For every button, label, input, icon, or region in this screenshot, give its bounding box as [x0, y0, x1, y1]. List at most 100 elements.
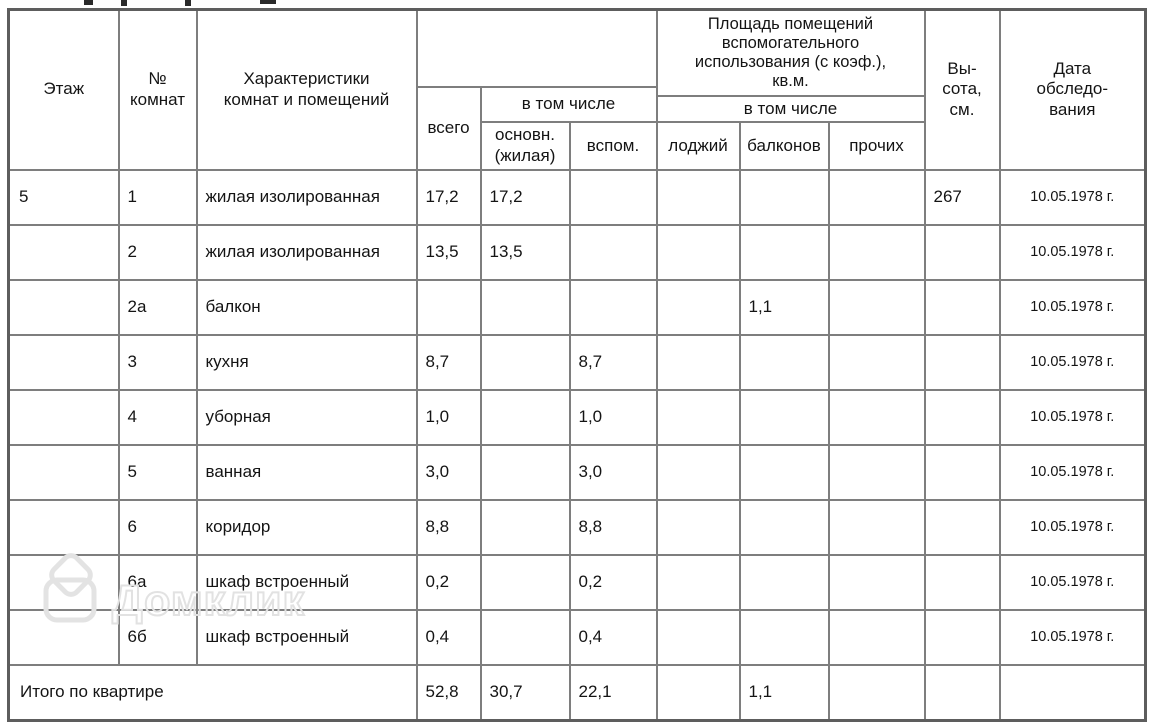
cell-room-no: 5 — [117, 443, 198, 501]
cell-area-main — [479, 388, 571, 446]
table-row: 3 кухня 8,7 8,7 10.05.1978 г. — [7, 333, 1147, 391]
cell-other — [827, 553, 926, 611]
cell-area-total: 3,0 — [415, 443, 482, 501]
cell-area-total: 8,8 — [415, 498, 482, 556]
cell-balcony — [738, 168, 830, 226]
cell-floor — [7, 278, 120, 336]
cell-loggia — [655, 498, 741, 556]
cell-height — [923, 223, 1001, 281]
apartment-rooms-table: Этаж № комнат Характеристики комнат и по… — [7, 8, 1148, 722]
cell-loggia — [655, 553, 741, 611]
col-header-other: прочих — [827, 121, 926, 171]
total-row: Итого по квартире 52,8 30,7 22,1 1,1 — [7, 663, 1147, 722]
cell-area-aux: 0,4 — [568, 608, 658, 666]
cell-other — [827, 168, 926, 226]
table-row: 6б шкаф встроенный 0,4 0,4 10.05.1978 г. — [7, 608, 1147, 666]
cell-area-main — [479, 278, 571, 336]
cell-other — [827, 388, 926, 446]
cell-name: жилая изолированная — [195, 223, 418, 281]
cell-height — [923, 553, 1001, 611]
cell-area-aux: 8,8 — [568, 498, 658, 556]
cell-area-total: 52,8 — [415, 663, 482, 722]
col-header-auxiliary: вспом. — [568, 121, 658, 171]
col-header-including-right: в том числе — [655, 94, 926, 124]
cell-date — [998, 663, 1147, 722]
cell-name: ванная — [195, 443, 418, 501]
col-header-room-no: № комнат — [117, 8, 198, 171]
cell-floor — [7, 388, 120, 446]
cell-height — [923, 498, 1001, 556]
col-header-total: всего — [415, 85, 482, 171]
cell-room-no: 6а — [117, 553, 198, 611]
cell-date: 10.05.1978 г. — [998, 223, 1147, 281]
cell-name: балкон — [195, 278, 418, 336]
cell-height — [923, 663, 1001, 722]
cell-balcony — [738, 388, 830, 446]
cell-height — [923, 443, 1001, 501]
cell-date: 10.05.1978 г. — [998, 168, 1147, 226]
cell-floor — [7, 608, 120, 666]
cell-name: жилая изолированная — [195, 168, 418, 226]
col-header-characteristics: Характеристики комнат и помещений — [195, 8, 418, 171]
cell-date: 10.05.1978 г. — [998, 608, 1147, 666]
cell-loggia — [655, 168, 741, 226]
table-row: 2а балкон 1,1 10.05.1978 г. — [7, 278, 1147, 336]
cell-other — [827, 278, 926, 336]
cell-floor — [7, 333, 120, 391]
col-header-loggias: лоджий — [655, 121, 741, 171]
cell-loggia — [655, 333, 741, 391]
cell-other — [827, 443, 926, 501]
cell-date: 10.05.1978 г. — [998, 333, 1147, 391]
cell-area-aux: 1,0 — [568, 388, 658, 446]
cell-name: уборная — [195, 388, 418, 446]
cell-room-no: 1 — [117, 168, 198, 226]
col-header-including-left: в том числе — [479, 85, 658, 124]
cell-balcony: 1,1 — [738, 278, 830, 336]
cell-area-aux — [568, 168, 658, 226]
col-header-total-area-group — [415, 8, 658, 88]
cell-area-total: 8,7 — [415, 333, 482, 391]
table-row: 5 1 жилая изолированная 17,2 17,2 267 10… — [7, 168, 1147, 226]
cell-area-total: 0,4 — [415, 608, 482, 666]
cell-area-main — [479, 333, 571, 391]
cell-area-total: 1,0 — [415, 388, 482, 446]
cell-height — [923, 388, 1001, 446]
cell-name: шкаф встроенный — [195, 553, 418, 611]
cell-loggia — [655, 388, 741, 446]
table-row: 2 жилая изолированная 13,5 13,5 10.05.19… — [7, 223, 1147, 281]
cell-floor — [7, 498, 120, 556]
cell-other — [827, 333, 926, 391]
cell-area-total: 0,2 — [415, 553, 482, 611]
cell-floor — [7, 223, 120, 281]
cell-area-aux — [568, 278, 658, 336]
cell-area-main: 13,5 — [479, 223, 571, 281]
cell-area-total — [415, 278, 482, 336]
cell-date: 10.05.1978 г. — [998, 388, 1147, 446]
cell-area-aux: 8,7 — [568, 333, 658, 391]
cell-area-main — [479, 443, 571, 501]
cell-room-no: 3 — [117, 333, 198, 391]
cell-area-main — [479, 553, 571, 611]
cell-area-main: 30,7 — [479, 663, 571, 722]
cell-date: 10.05.1978 г. — [998, 443, 1147, 501]
cell-date: 10.05.1978 г. — [998, 498, 1147, 556]
cell-floor: 5 — [7, 168, 120, 226]
table-row: 6а шкаф встроенный 0,2 0,2 10.05.1978 г. — [7, 553, 1147, 611]
cell-balcony — [738, 608, 830, 666]
cell-room-no: 4 — [117, 388, 198, 446]
cell-other — [827, 608, 926, 666]
col-header-balconies: балконов — [738, 121, 830, 171]
cell-area-aux: 0,2 — [568, 553, 658, 611]
cell-area-aux: 3,0 — [568, 443, 658, 501]
col-header-height: Вы- сота, см. — [923, 8, 1001, 171]
cell-other — [827, 223, 926, 281]
cell-height — [923, 278, 1001, 336]
cell-area-aux: 22,1 — [568, 663, 658, 722]
cell-room-no: 2 — [117, 223, 198, 281]
cell-balcony — [738, 498, 830, 556]
cell-name: шкаф встроенный — [195, 608, 418, 666]
cell-room-no: 6б — [117, 608, 198, 666]
cell-area-main — [479, 498, 571, 556]
cell-name: коридор — [195, 498, 418, 556]
cell-area-total: 17,2 — [415, 168, 482, 226]
